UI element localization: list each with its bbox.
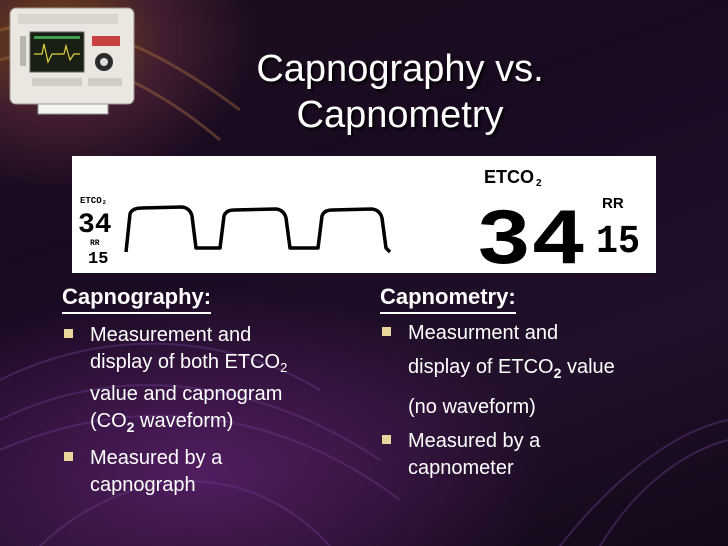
small-etco2-label: ETCO₂: [80, 196, 107, 206]
capnography-monitor-display: ETCO₂ 34 RR 15 ETCO 2 34 RR 15: [72, 156, 656, 288]
capnography-bullet-definition: Measurement and display of both ETCO2 va…: [62, 322, 362, 441]
capnography-heading: Capnography:: [62, 284, 212, 314]
etco2-label: ETCO 2: [484, 167, 542, 189]
capnometry-bullets: Measurment and display of ETCO2 value (n…: [380, 316, 680, 482]
capnography-column: Capnography: Measurement and display of …: [62, 284, 362, 503]
title-line-1: Capnography vs.: [256, 48, 544, 90]
bullet-square-icon: [382, 327, 391, 336]
capnometry-bullet-device: Measured by a capnometer: [380, 428, 680, 482]
etco2-value: 34: [476, 197, 586, 273]
capnography-bullets: Measurement and display of both ETCO2 va…: [62, 322, 362, 499]
monitor-readout: ETCO₂ 34 RR 15 ETCO 2 34 RR 15: [78, 167, 640, 288]
capnography-bullet-device: Measured by a capnograph: [62, 445, 362, 499]
capnogram-waveform: [124, 205, 392, 254]
bullet-square-icon: [64, 452, 73, 461]
bullet-square-icon: [64, 329, 73, 338]
title-line-2: Capnometry: [296, 94, 504, 136]
rr-value: 15: [596, 220, 640, 265]
rr-label: RR: [602, 195, 624, 212]
small-etco2-value: 34: [78, 210, 112, 241]
capnometry-bullet-definition: Measurment and display of ETCO2 value (n…: [380, 316, 680, 424]
defibrillator-device-image: [9, 7, 135, 115]
capnometry-heading: Capnometry:: [380, 284, 516, 314]
bullet-square-icon: [382, 435, 391, 444]
small-rr-label: RR: [90, 239, 100, 248]
slide-title: Capnography vs. Capnometry: [210, 46, 590, 138]
capnometry-column: Capnometry: Measurment and display of ET…: [380, 284, 680, 486]
small-rr-value: 15: [88, 250, 108, 269]
